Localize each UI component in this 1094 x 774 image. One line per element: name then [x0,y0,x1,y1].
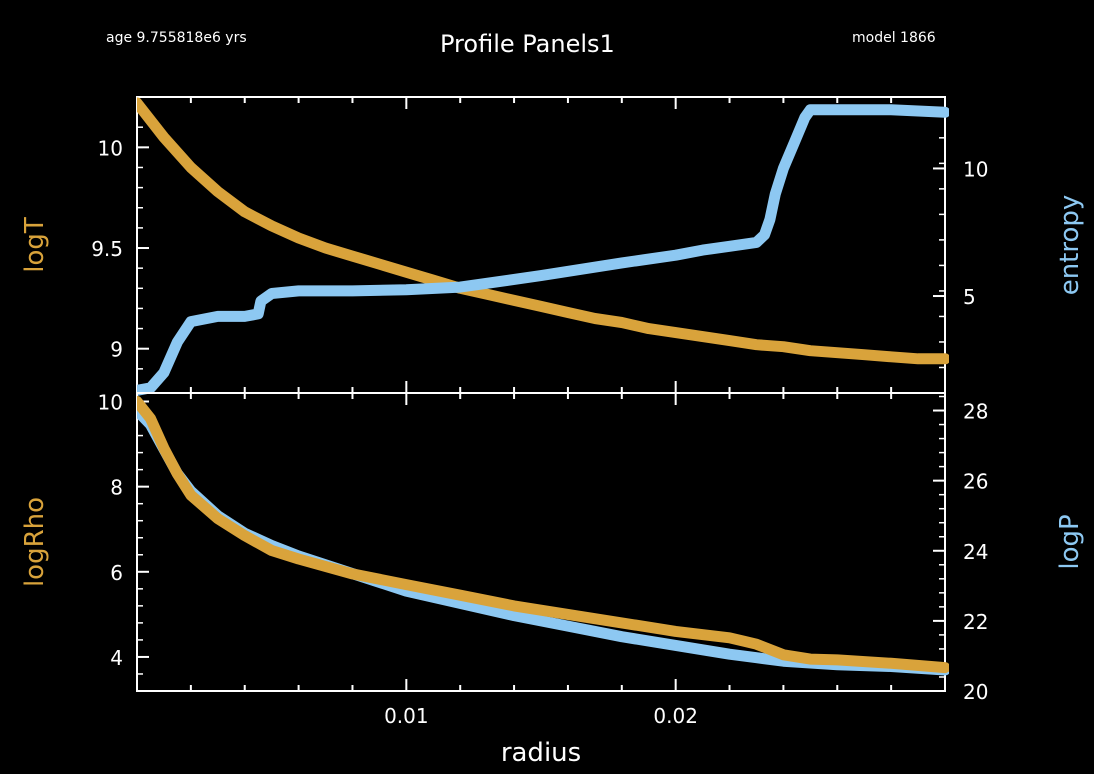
series-logT [137,97,949,365]
chart-title: Profile Panels1 [440,30,615,58]
left-axis-title: logT [20,217,50,273]
series-logRho [137,396,949,674]
left-y-tick-label: 6 [110,561,123,585]
right-y-tick-label: 28 [963,400,988,424]
left-y-tick-label: 9 [110,338,123,362]
x-axis-title: radius [501,738,581,768]
right-y-tick-label: 20 [963,680,988,704]
series-entropy [137,104,949,396]
right-y-tick-label: 22 [963,610,988,634]
left-y-tick-label: 8 [110,476,123,500]
left-axis-title: logRho [20,497,50,587]
model-label: model 1866 [852,30,936,46]
left-y-tick-label: 9.5 [91,237,123,261]
age-label: age 9.755818e6 yrs [106,30,247,46]
right-y-tick-label: 5 [963,285,976,309]
right-axis-title: entropy [1055,195,1085,296]
left-y-tick-label: 10 [98,136,123,160]
right-y-tick-label: 10 [963,157,988,181]
x-tick-label: 0.01 [384,704,429,728]
right-y-tick-label: 24 [963,540,988,564]
bottom-panel-frame [136,392,946,692]
right-axis-title: logP [1055,514,1085,569]
x-tick-label: 0.02 [653,704,698,728]
left-y-tick-label: 4 [110,646,123,670]
left-y-tick-label: 10 [98,391,123,415]
right-y-tick-label: 26 [963,470,988,494]
